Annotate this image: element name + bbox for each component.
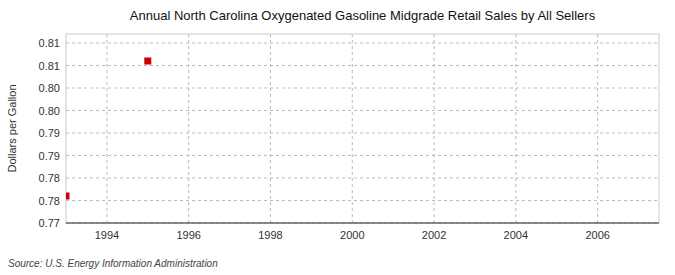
- x-tick-label: 2002: [422, 229, 446, 241]
- axes: 0.77 0.78 0.78 0.79 0.79 0.80 0.80 0.81 0.81 1994…: [39, 37, 659, 241]
- y-grid-line: [66, 133, 659, 134]
- source-note: Source: U.S. Energy Information Administ…: [8, 258, 218, 269]
- y-tick-label: 0.80: [39, 82, 60, 94]
- x-tick-label: 2006: [585, 229, 609, 241]
- y-tick-label: 0.78: [39, 195, 60, 207]
- x-tick-label: 1994: [95, 229, 119, 241]
- x-grid-line: [597, 34, 598, 223]
- y-grid-line: [66, 65, 659, 66]
- x-grid-line: [352, 34, 353, 223]
- point: [66, 193, 70, 200]
- x-grid-line: [106, 34, 107, 223]
- y-tick-label: 0.78: [39, 172, 60, 184]
- y-axis-label: Dollars per Gallon: [6, 84, 18, 172]
- y-tick-label: 0.79: [39, 150, 60, 162]
- x-tick-label: 2004: [504, 229, 528, 241]
- y-grid-line: [66, 43, 659, 44]
- points: [66, 58, 151, 200]
- y-grid-line: [66, 223, 659, 224]
- y-tick-label: 0.80: [39, 105, 60, 117]
- y-grid-line: [66, 110, 659, 111]
- y-tick-label: 0.77: [39, 217, 60, 229]
- x-axis-line: [66, 223, 659, 224]
- y-grid-line: [66, 200, 659, 201]
- point: [144, 58, 151, 65]
- x-tick-label: 1996: [176, 229, 200, 241]
- chart: 0.77 0.78 0.78 0.79 0.79 0.80 0.80 0.81 0.81 1994…: [0, 0, 675, 275]
- chart-container: 0.77 0.78 0.78 0.79 0.79 0.80 0.80 0.81 0.81 1994…: [0, 0, 675, 275]
- x-grid-line: [434, 34, 435, 223]
- grid: [66, 34, 659, 223]
- y-grid-line: [66, 88, 659, 89]
- y-tick-label: 0.81: [39, 60, 60, 72]
- x-grid-line: [270, 34, 271, 223]
- x-tick-label: 1998: [258, 229, 282, 241]
- y-grid-line: [66, 155, 659, 156]
- x-grid-line: [188, 34, 189, 223]
- x-grid-line: [515, 34, 516, 223]
- title: Annual North Carolina Oxygenated Gasolin…: [130, 8, 596, 23]
- x-tick-label: 2000: [340, 229, 364, 241]
- y-grid-line: [66, 178, 659, 179]
- plot-frame: [66, 34, 659, 223]
- y-tick-label: 0.81: [39, 37, 60, 49]
- y-tick-label: 0.79: [39, 127, 60, 139]
